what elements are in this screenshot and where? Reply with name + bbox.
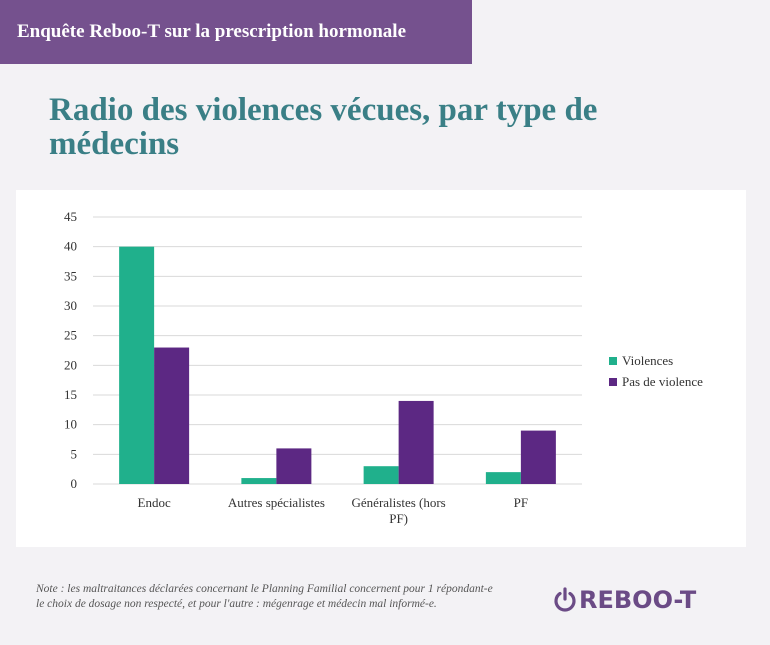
legend-label-violences: Violences	[622, 352, 674, 368]
legend-swatch-pas-de-violence	[609, 377, 617, 386]
x-tick-label: Autres spécialistes	[228, 495, 325, 510]
bar	[241, 478, 277, 484]
bar-chart: 0 5 10 15 20 25 30 35 40 45 Endoc Autres spécialist…	[64, 209, 582, 526]
legend-item-violences: Violences	[609, 350, 703, 371]
x-tick-label: PF	[514, 495, 528, 510]
y-tick-label: 0	[71, 476, 78, 491]
bar	[154, 347, 190, 484]
footnote: Note : les maltraitances déclarées conce…	[36, 583, 493, 610]
bar	[119, 246, 155, 484]
page-title: Radio des violences vécues, par type de …	[49, 92, 598, 162]
legend-swatch-violences	[609, 356, 617, 365]
legend-item-pas-de-violence: Pas de violence	[609, 371, 703, 392]
chart-legend: Violences Pas de violence	[609, 350, 703, 392]
y-tick-label: 25	[64, 328, 77, 343]
logo-text: REBOO-T	[579, 586, 697, 614]
y-tick-label: 5	[71, 446, 78, 461]
bar	[485, 472, 521, 484]
chart-panel: 0 5 10 15 20 25 30 35 40 45 Endoc Autres spécialist…	[16, 190, 746, 547]
y-tick-label: 15	[64, 387, 77, 402]
y-tick-label: 35	[64, 268, 77, 283]
y-tick-label: 30	[64, 298, 77, 313]
bar	[363, 466, 399, 484]
y-tick-label: 10	[64, 417, 77, 432]
x-tick-label: Endoc	[138, 495, 171, 510]
bar	[276, 448, 312, 484]
bar	[398, 400, 434, 484]
bar	[520, 430, 556, 484]
header-banner: Enquête Reboo-T sur la prescription horm…	[0, 0, 472, 64]
banner-title: Enquête Reboo-T sur la prescription horm…	[17, 21, 406, 42]
y-tick-label: 20	[64, 357, 77, 372]
legend-label-pas-de-violence: Pas de violence	[622, 373, 703, 389]
y-tick-label: 40	[64, 239, 77, 254]
y-tick-label: 45	[64, 209, 77, 224]
reboo-t-logo: REBOO-T	[553, 586, 696, 614]
x-tick-label: Généralistes (hors	[352, 495, 446, 510]
x-tick-label: PF)	[389, 511, 408, 526]
power-icon	[554, 587, 576, 612]
